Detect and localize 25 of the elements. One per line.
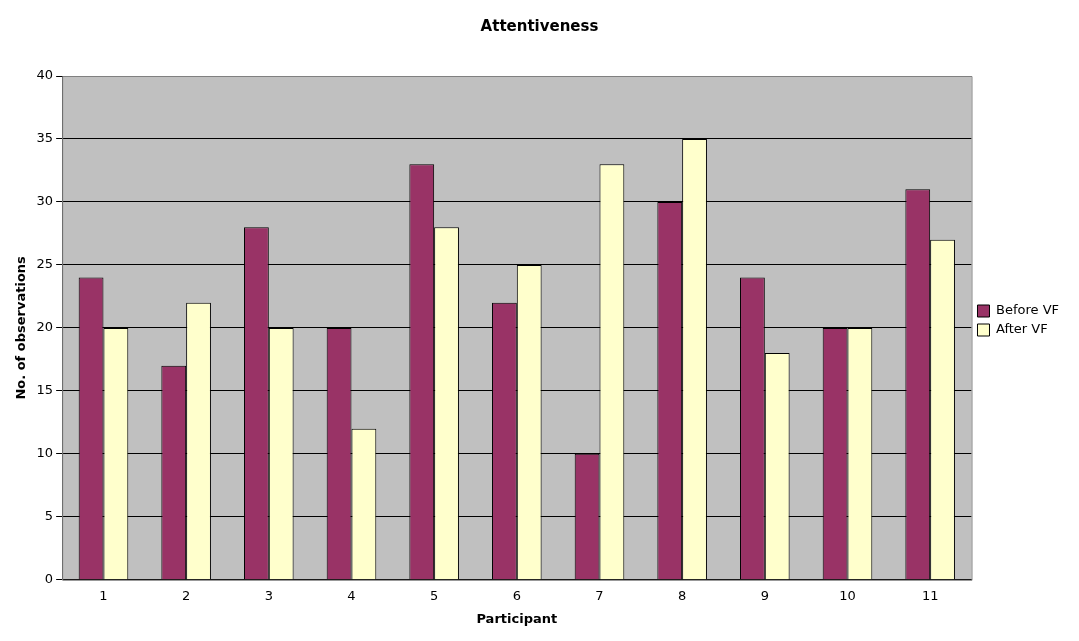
x-tick-label: 5: [430, 587, 439, 603]
y-tick-label: 5: [44, 508, 54, 524]
x-tick-label: 4: [347, 587, 356, 603]
x-tick-label: 1: [99, 587, 108, 603]
y-tick-label: 10: [36, 445, 54, 461]
legend-label: Before VF: [995, 302, 1060, 318]
y-tick-label: 35: [36, 130, 54, 146]
x-axis-title: Participant: [476, 610, 558, 626]
x-tick-label: 10: [839, 587, 856, 603]
y-tick-label: 25: [36, 256, 54, 272]
y-tick-label: 40: [36, 67, 54, 83]
x-tick-label: 11: [921, 587, 939, 603]
legend-label: After VF: [995, 321, 1048, 337]
x-tick-label: 6: [512, 587, 521, 603]
x-tick-label: 7: [595, 587, 604, 603]
y-axis-title: No. of observations: [13, 255, 29, 400]
y-tick-label: 30: [36, 193, 54, 209]
x-tick-label: 8: [678, 587, 687, 603]
chart-title: Attentiveness: [480, 16, 599, 35]
y-tick-label: 20: [36, 319, 54, 335]
y-tick-label: 15: [36, 382, 54, 398]
x-tick-label: 3: [264, 587, 273, 603]
x-tick-label: 9: [760, 587, 769, 603]
y-tick-label: 0: [44, 571, 54, 587]
x-tick-label: 2: [182, 587, 191, 603]
